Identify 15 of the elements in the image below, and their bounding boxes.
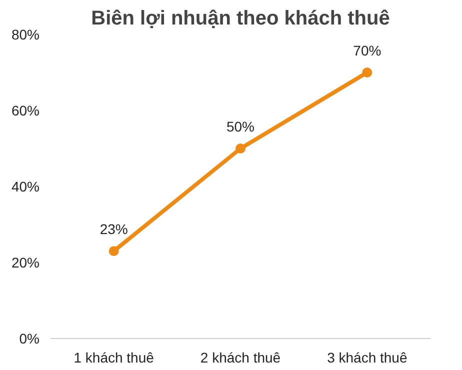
x-tick-label: 2 khách thuê: [200, 350, 281, 366]
x-tick-label: 3 khách thuê: [327, 350, 408, 366]
y-tick-label: 40%: [11, 178, 40, 194]
y-tick-label: 20%: [11, 254, 40, 270]
point: [362, 68, 372, 78]
chart-title: Biên lợi nhuận theo khách thuê: [91, 8, 390, 30]
text: 23%: [100, 221, 128, 238]
text: 50%: [226, 118, 255, 134]
text: 70%: [353, 42, 382, 58]
y-tick-label: 60%: [11, 102, 40, 118]
point: [108, 246, 119, 256]
x-tick-label: 1 khách thuê: [74, 350, 154, 366]
point: [236, 144, 246, 154]
y-tick-label: 0%: [19, 330, 40, 346]
y-tick-label: 80%: [11, 26, 40, 42]
